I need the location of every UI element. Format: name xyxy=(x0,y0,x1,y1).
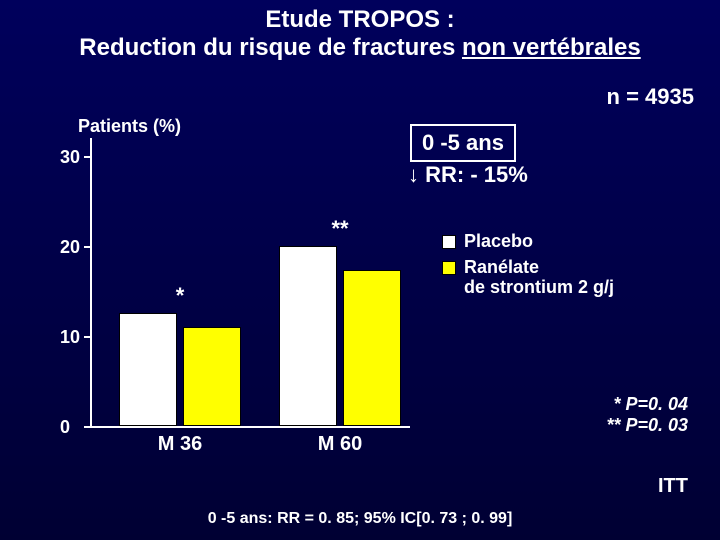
significance-marker: * xyxy=(150,283,210,309)
p-value-notes: * P=0. 04 ** P=0. 03 xyxy=(606,394,688,435)
x-category-label: M 60 xyxy=(270,433,410,456)
y-tick-mark xyxy=(84,246,92,248)
p-note-2: ** P=0. 03 xyxy=(606,415,688,436)
sample-size-label: n = 4935 xyxy=(607,84,694,110)
x-category-label: M 36 xyxy=(110,433,250,456)
slide-title: Etude TROPOS : Reduction du risque de fr… xyxy=(0,0,720,61)
footnote-text: 0 -5 ans: RR = 0. 85; 95% IC[0. 73 ; 0. … xyxy=(0,510,720,528)
y-tick-label: 0 xyxy=(60,417,70,438)
bar-ranelate xyxy=(183,327,241,426)
title-line-2-underlined: non vertébrales xyxy=(462,34,641,61)
p-note-1: * P=0. 04 xyxy=(606,394,688,415)
plot-area: 0102030*M 36**M 60 xyxy=(84,120,414,428)
y-tick-mark xyxy=(84,336,92,338)
significance-marker: ** xyxy=(310,216,370,242)
bar-ranelate xyxy=(343,270,401,426)
y-tick-label: 10 xyxy=(60,327,80,348)
itt-label: ITT xyxy=(658,475,688,498)
y-tick-label: 20 xyxy=(60,237,80,258)
y-tick-mark xyxy=(84,426,92,428)
bar-placebo xyxy=(279,246,337,426)
y-axis-line xyxy=(90,138,92,428)
y-tick-label: 30 xyxy=(60,147,80,168)
title-line-2-prefix: Reduction du risque de fractures xyxy=(79,34,462,61)
x-axis-line xyxy=(90,426,410,428)
y-tick-mark xyxy=(84,156,92,158)
title-line-1: Etude TROPOS : xyxy=(0,6,720,34)
bar-chart: Patients (%) 0102030*M 36**M 60 xyxy=(60,120,660,470)
bar-placebo xyxy=(119,313,177,426)
title-line-2: Reduction du risque de fractures non ver… xyxy=(0,34,720,62)
